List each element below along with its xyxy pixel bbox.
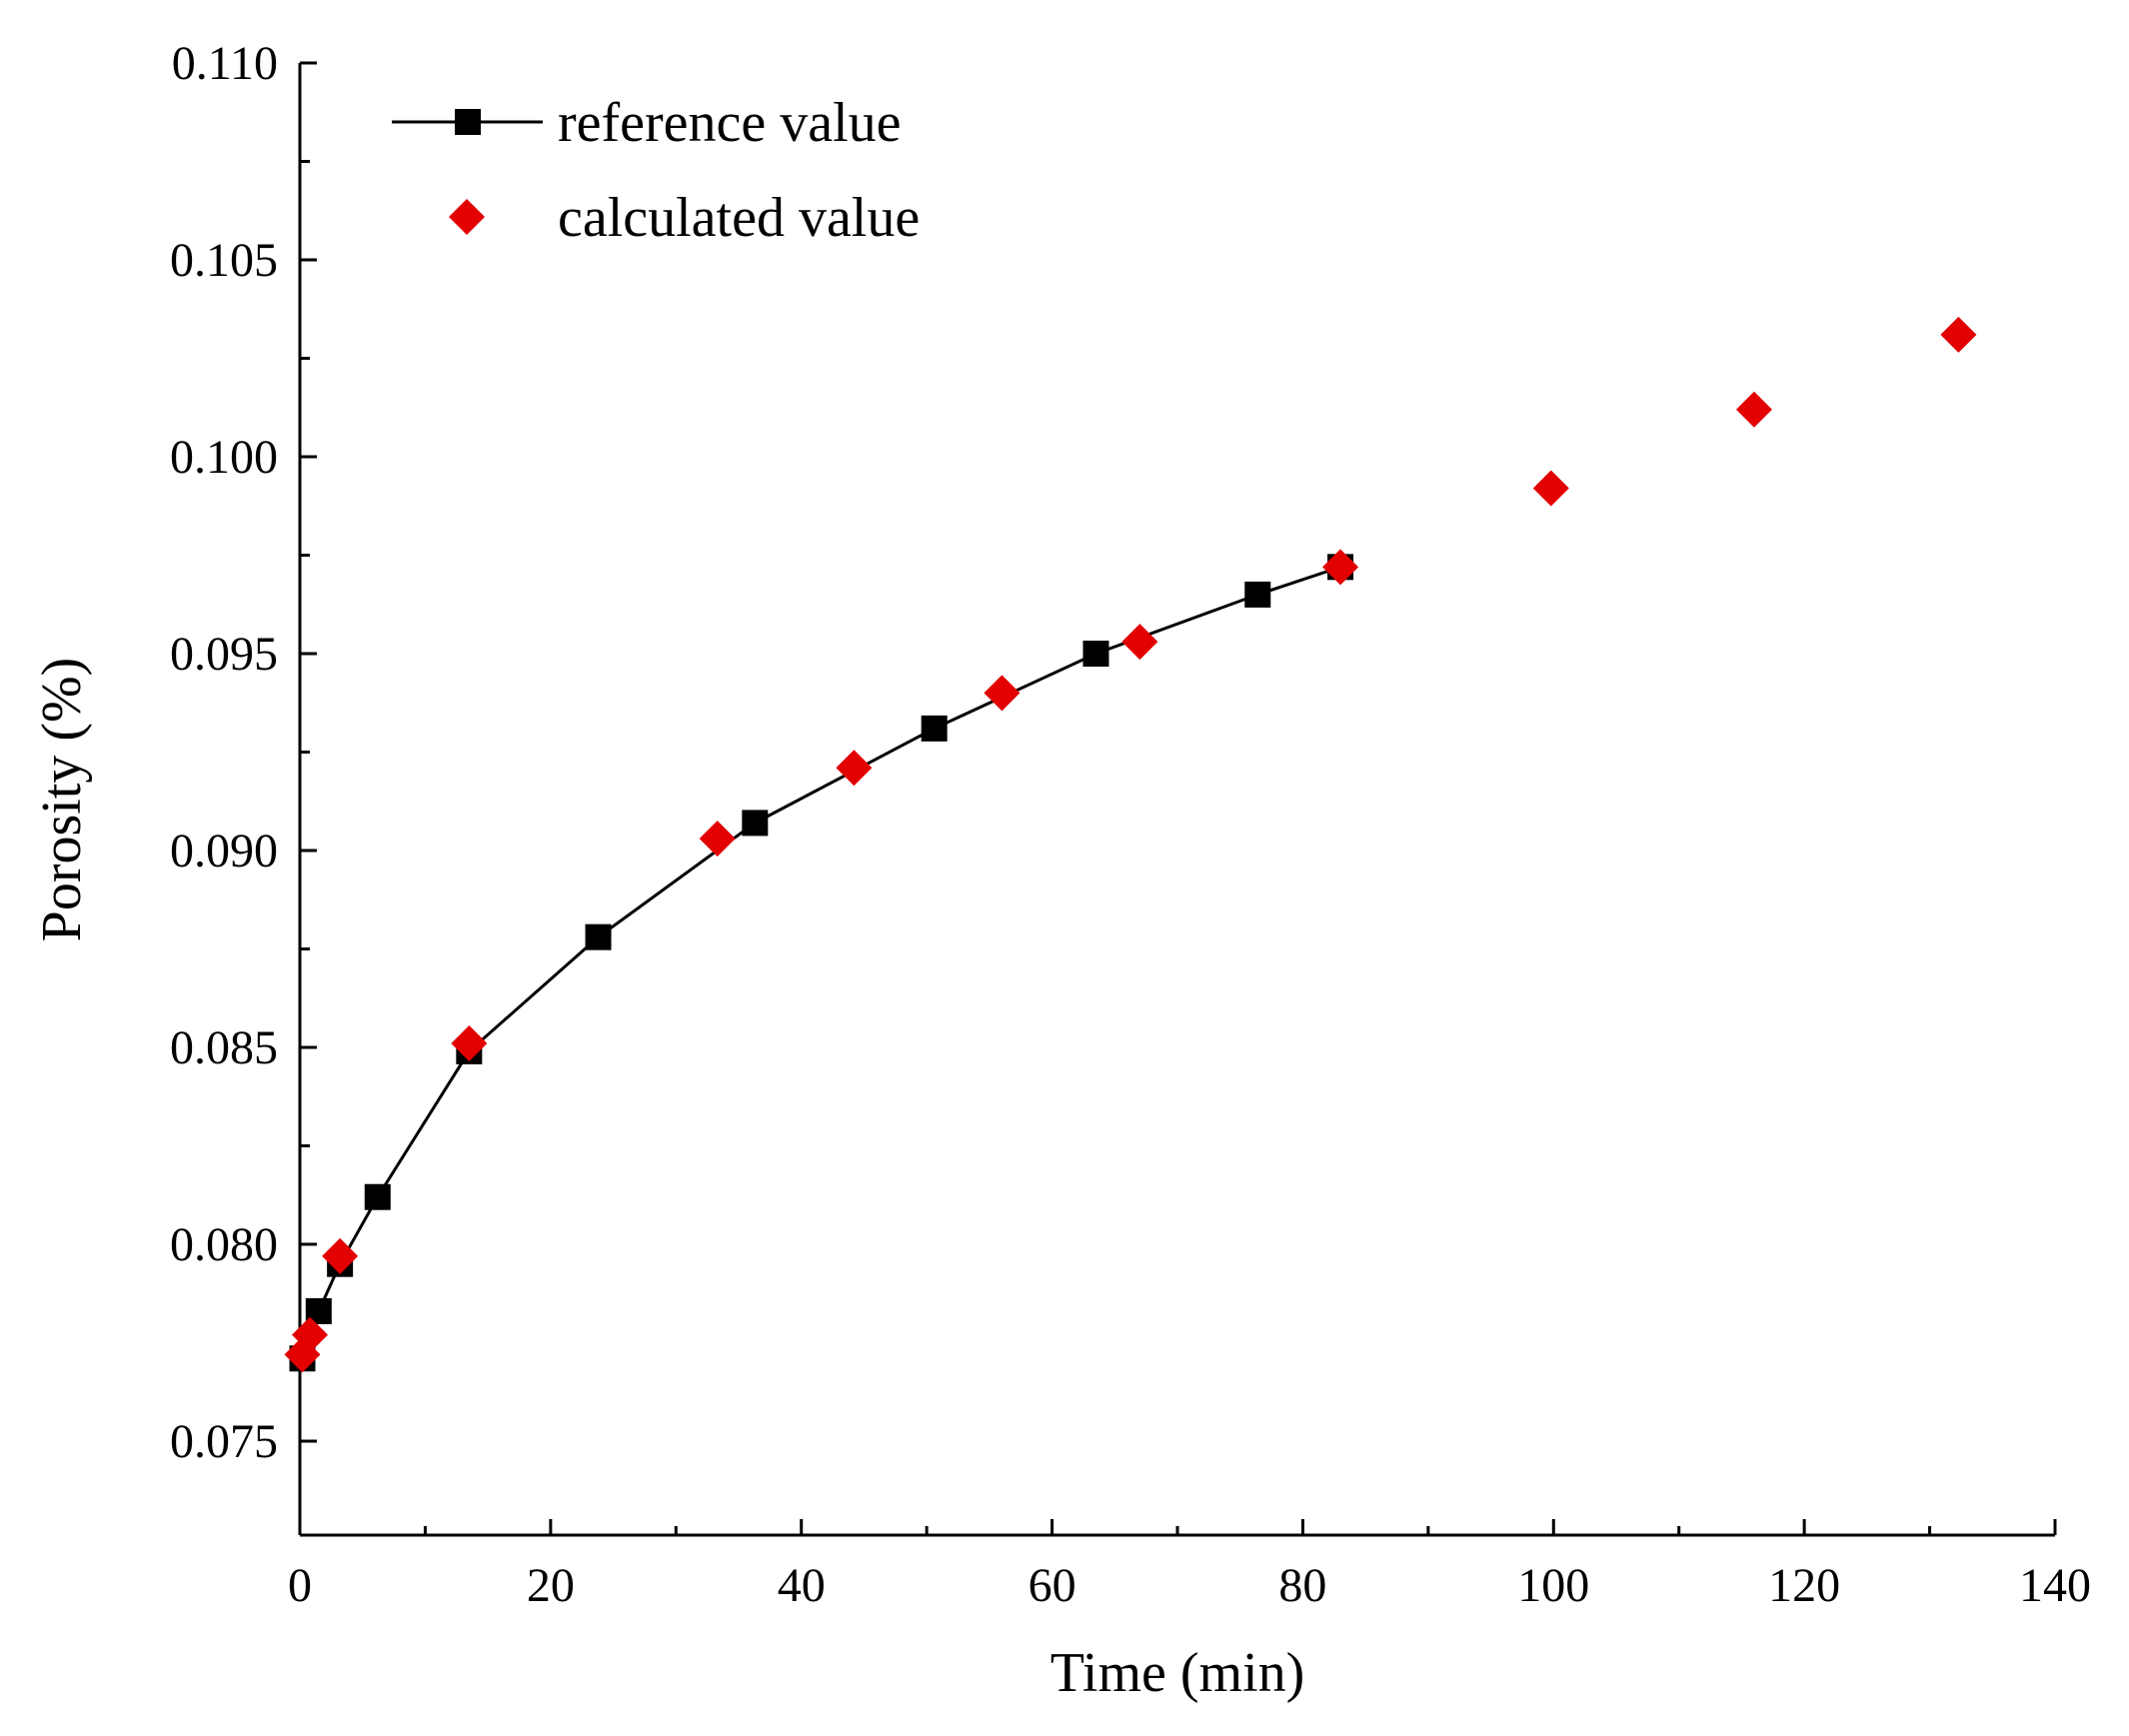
legend-calculated-label: calculated value (558, 187, 920, 249)
y-tick-label: 0.095 (170, 628, 278, 681)
calculated-value-point (984, 675, 1021, 712)
reference-value-point (585, 923, 612, 950)
x-tick-label: 60 (1029, 1559, 1076, 1612)
x-tick-label: 100 (1517, 1559, 1589, 1612)
legend-reference-marker (455, 109, 481, 135)
y-tick-label: 0.110 (172, 37, 278, 90)
calculated-value-point (1322, 549, 1359, 586)
y-axis-title: Porosity (%) (31, 658, 93, 942)
calculated-value-point (836, 750, 873, 787)
y-tick-label: 0.105 (170, 234, 278, 287)
y-tick-label: 0.100 (170, 431, 278, 484)
calculated-value-point (1940, 316, 1977, 353)
calculated-value-point (451, 1025, 488, 1062)
y-tick-label: 0.085 (170, 1021, 278, 1074)
calculated-value-point (1121, 624, 1158, 661)
reference-value-point (1082, 641, 1109, 667)
x-tick-label: 0 (288, 1559, 312, 1612)
calculated-value-point (1735, 391, 1772, 428)
x-tick-label: 140 (2019, 1559, 2091, 1612)
calculated-value-point (322, 1237, 359, 1274)
legend: reference value calculated value (392, 92, 920, 249)
reference-value-point (364, 1183, 391, 1210)
y-tick-label: 0.090 (170, 825, 278, 877)
x-axis-title: Time (min) (1051, 1642, 1305, 1704)
legend-reference-label: reference value (558, 92, 902, 154)
calculated-value-point (292, 1316, 329, 1353)
y-tick-label: 0.075 (170, 1415, 278, 1468)
reference-value-point (1244, 581, 1271, 608)
reference-value-point (742, 810, 769, 837)
x-tick-label: 20 (527, 1559, 575, 1612)
reference-value-line (301, 565, 1341, 1359)
y-tick-label: 0.080 (170, 1218, 278, 1271)
calculated-value-point (1532, 470, 1569, 507)
x-tick-label: 40 (778, 1559, 826, 1612)
legend-calculated-marker (449, 199, 485, 235)
reference-value-point (921, 715, 948, 742)
ticks (298, 61, 2057, 1535)
series-layer (284, 316, 1977, 1373)
calculated-value-point (699, 821, 736, 858)
x-tick-label: 120 (1768, 1559, 1840, 1612)
tick-labels: 0 20 40 60 80 100 120 140 0.075 0.080 0.085 0.090 0.… (170, 37, 2091, 1612)
x-tick-label: 80 (1278, 1559, 1326, 1612)
axes (298, 63, 2055, 1537)
